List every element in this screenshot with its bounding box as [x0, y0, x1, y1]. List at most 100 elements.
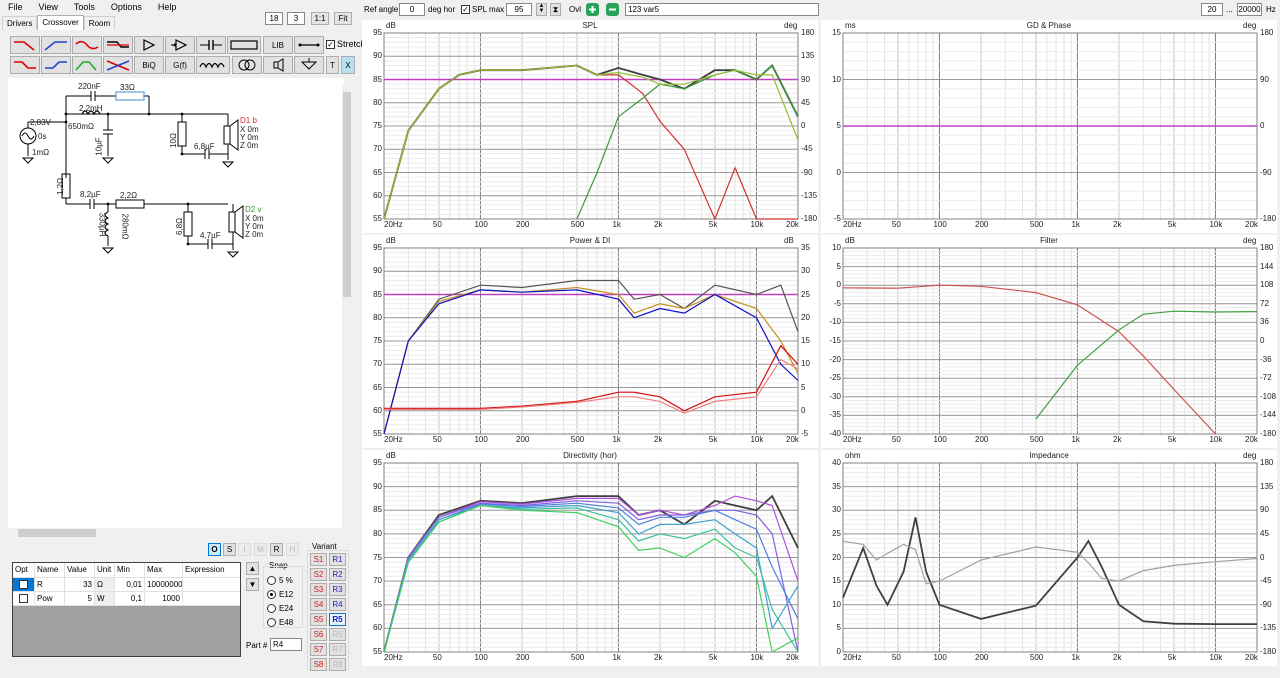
variant-r7[interactable]: R7 [329, 643, 346, 656]
opt-cell[interactable] [13, 592, 35, 605]
resistor-button[interactable] [227, 36, 261, 54]
scrollbar-thumb[interactable] [18, 529, 96, 537]
snap-e48-radio[interactable]: E48 [267, 615, 293, 629]
lowpass-shelf-button[interactable] [72, 36, 102, 54]
chart-directivity-hor-[interactable]: Directivity (hor) dB 95 90 85 80 75 70 65 60 55 20H… [362, 450, 818, 666]
wire-button[interactable] [294, 36, 324, 54]
biquad-button[interactable]: BiQ [134, 56, 164, 74]
move-down-button[interactable]: ▼ [246, 578, 259, 591]
overlay-name-field[interactable]: 123 var5 [625, 3, 819, 16]
variant-s3[interactable]: S3 [310, 583, 327, 596]
value-cell[interactable]: 33 [65, 578, 95, 591]
crossover-button[interactable] [103, 56, 133, 74]
bandpass-button[interactable] [72, 56, 102, 74]
menu-view[interactable]: View [38, 2, 58, 12]
variant-r1[interactable]: R1 [329, 553, 346, 566]
table-row[interactable]: Pow 5 W 0,1 1000 [13, 592, 240, 606]
lowpass1-button[interactable] [10, 36, 40, 54]
schematic-vertical-scrollbar[interactable] [342, 84, 352, 528]
schematic-horizontal-scrollbar[interactable] [8, 528, 344, 538]
variant-s5[interactable]: S5 [310, 613, 327, 626]
max-cell[interactable]: 1000 [145, 592, 183, 605]
max-cell[interactable]: 10000000 [147, 578, 183, 591]
mode-o-button[interactable]: O [208, 543, 221, 556]
snap-5pct-radio[interactable]: 5 % [267, 573, 293, 587]
chart-power-di[interactable]: Power & DI dB dB 95 90 85 80 75 70 65 60 55 35 30 25 20… [362, 235, 818, 448]
min-cell[interactable]: 0,1 [115, 592, 145, 605]
transfer-function-button[interactable]: G(f) [165, 56, 195, 74]
delete-button[interactable]: X [341, 56, 355, 74]
line-width-field[interactable]: 3 [287, 12, 305, 25]
stretch-checkbox[interactable]: ✓ Stretch [326, 39, 366, 49]
tab-crossover[interactable]: Crossover [37, 15, 84, 30]
remove-overlay-button[interactable] [606, 3, 619, 16]
y2-tick: -72 [1260, 373, 1272, 383]
highpass1-button[interactable] [41, 36, 71, 54]
variant-r4[interactable]: R4 [329, 598, 346, 611]
snap-e12-radio[interactable]: E12 [267, 587, 293, 601]
inverting-amp-button[interactable] [165, 36, 195, 54]
variant-s2[interactable]: S2 [310, 568, 327, 581]
notch-shelf-button[interactable] [103, 36, 133, 54]
grid-size-field[interactable]: 18 [265, 12, 283, 25]
variant-r3[interactable]: R3 [329, 583, 346, 596]
freq-max-field[interactable]: 20000 [1237, 3, 1262, 16]
chart-gd-phase[interactable]: GD & Phase ms deg 15 10 5 0 -5 180 90 0 -90 -180 20Hz… [821, 20, 1277, 233]
ref-angle-field[interactable]: 0 [399, 3, 425, 16]
variant-r2[interactable]: R2 [329, 568, 346, 581]
speaker-button[interactable] [263, 56, 293, 74]
variant-r8[interactable]: R8 [329, 658, 346, 671]
mode-h-button[interactable]: H [286, 543, 299, 556]
move-up-button[interactable]: ▲ [246, 562, 259, 575]
lowpass2-button[interactable] [10, 56, 40, 74]
text-button[interactable]: T [326, 56, 339, 74]
menu-options[interactable]: Options [110, 2, 142, 12]
value-cell[interactable]: 5 [65, 592, 95, 605]
zoom-fit-button[interactable]: Fit [334, 12, 352, 25]
variant-s6[interactable]: S6 [310, 628, 327, 641]
variant-r6[interactable]: R6 [329, 628, 346, 641]
buffer-button[interactable] [134, 36, 164, 54]
mode-r-button[interactable]: R [270, 543, 283, 556]
chart-spl[interactable]: SPL dB deg 95 90 85 80 75 70 65 60 55 180 135 90 45 0 -45… [362, 20, 818, 233]
capacitor-button[interactable] [196, 36, 226, 54]
variant-r5[interactable]: R5 [329, 613, 346, 626]
spl-max-checkbox[interactable]: ✓ [461, 5, 470, 14]
tab-drivers[interactable]: Drivers [2, 16, 38, 30]
snap-e24-radio[interactable]: E24 [267, 601, 293, 615]
inductor-button[interactable] [196, 56, 230, 74]
menu-help[interactable]: Help [157, 2, 177, 12]
expression-cell[interactable] [183, 578, 240, 591]
min-cell[interactable]: 0,01 [115, 578, 145, 591]
variant-s8[interactable]: S8 [310, 658, 327, 671]
spl-spin-button[interactable]: ▲ ▼ [536, 3, 547, 16]
schematic-canvas[interactable]: 220nF 33Ω 2,2mH 650mΩ 2,83V 0s 1mΩ 10µF … [8, 78, 344, 530]
table-row[interactable]: R 33 Ω 0,01 10000000 [13, 578, 240, 592]
ground-button[interactable] [294, 56, 324, 74]
menu-tools[interactable]: Tools [73, 2, 95, 12]
part-number-field[interactable]: R4 [270, 638, 302, 651]
mode-s-button[interactable]: S [223, 543, 236, 556]
freq-min-field[interactable]: 20 [1201, 3, 1223, 16]
variant-s7[interactable]: S7 [310, 643, 327, 656]
mode-i-button[interactable]: I [238, 543, 251, 556]
mode-m-button[interactable]: M [254, 543, 267, 556]
tab-room[interactable]: Room [83, 16, 116, 30]
opt-checkbox[interactable] [19, 580, 28, 589]
transformer-button[interactable] [232, 56, 262, 74]
chart-impedance[interactable]: Impedance ohm deg 40 35 30 25 20 15 10 5 0 180 135 90 4… [821, 450, 1277, 666]
spl-max-field[interactable]: 95 [506, 3, 532, 16]
expression-cell[interactable] [183, 592, 240, 605]
scrollbar-thumb[interactable] [343, 92, 351, 297]
opt-checkbox[interactable] [19, 594, 28, 603]
zoom-1-1-button[interactable]: 1:1 [311, 12, 329, 25]
library-button[interactable]: LIB [263, 36, 293, 54]
variant-s4[interactable]: S4 [310, 598, 327, 611]
add-overlay-button[interactable] [586, 3, 599, 16]
opt-cell[interactable] [13, 578, 35, 591]
highpass2-button[interactable] [41, 56, 71, 74]
chart-filter[interactable]: Filter dB deg 10 5 0 -5 -10 -15 -20 -25 -30 -35 -40 18… [821, 235, 1277, 448]
menu-file[interactable]: File [8, 2, 23, 12]
spl-autoscale-button[interactable]: ⧗ [550, 3, 561, 16]
variant-s1[interactable]: S1 [310, 553, 327, 566]
